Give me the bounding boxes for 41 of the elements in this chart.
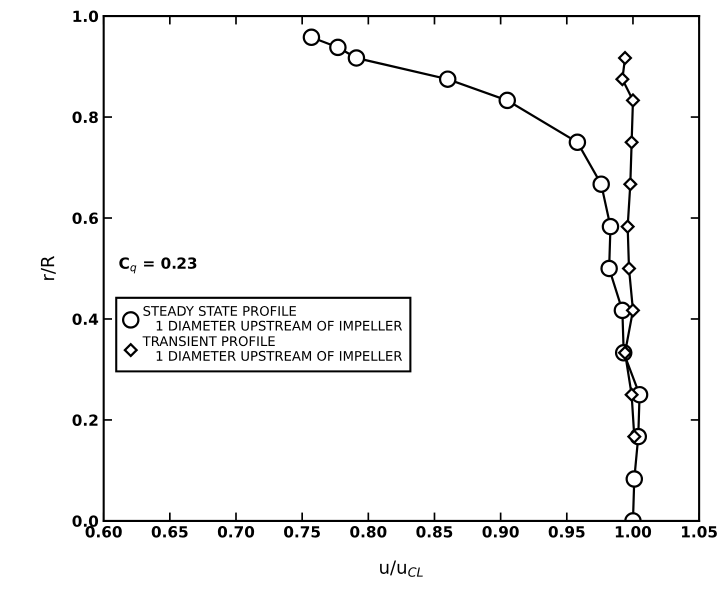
point: [623, 177, 638, 192]
x-tick-label: 0.80: [350, 526, 386, 538]
y-tick-label: 1.0: [73, 10, 98, 22]
point: [618, 50, 632, 65]
point: [622, 261, 636, 276]
point: [348, 49, 366, 67]
legend-label: STEADY STATE PROFILE 1 DIAMETER UPSTREAM OF IMPELLER: [143, 306, 402, 331]
annotation: C$_{q}$ = 0.23: [119, 257, 196, 274]
x-tick-label: 1.05: [682, 526, 717, 538]
point: [620, 220, 635, 234]
x-tick-label: 0.90: [482, 526, 519, 538]
point: [615, 72, 630, 86]
point: [498, 92, 516, 110]
x-tick-label: 0.70: [218, 526, 254, 538]
x-tick-label: 0.75: [284, 526, 320, 538]
point: [600, 260, 618, 278]
y-tick-label: 0.2: [72, 414, 98, 426]
point: [329, 38, 347, 56]
legend-label: TRANSIENT PROFILE 1 DIAMETER UPSTREAM OF IMPELLER: [142, 336, 402, 361]
x-axis-title: u/u$_{CL}$: [380, 560, 423, 577]
point: [626, 93, 640, 108]
point: [624, 388, 639, 402]
point: [614, 302, 632, 320]
point: [592, 175, 610, 193]
x-tick-label: 1.00: [616, 526, 652, 538]
point: [624, 135, 639, 150]
point: [302, 28, 320, 46]
y-tick-label: 0.4: [72, 313, 98, 325]
point: [626, 303, 640, 318]
x-tick-label: 0.95: [548, 526, 585, 538]
y-axis-title: r/R: [40, 256, 56, 280]
x-tick-label: 0.65: [152, 526, 188, 538]
y-tick-label: 0.8: [72, 112, 98, 124]
point: [438, 70, 456, 88]
x-tick-label: 0.85: [416, 526, 452, 538]
point: [602, 218, 620, 236]
point: [568, 134, 586, 152]
point: [626, 470, 644, 488]
y-tick-label: 0.6: [72, 212, 98, 224]
x-tick-label: 0.60: [86, 526, 122, 538]
y-tick-label: 0.0: [72, 515, 98, 527]
